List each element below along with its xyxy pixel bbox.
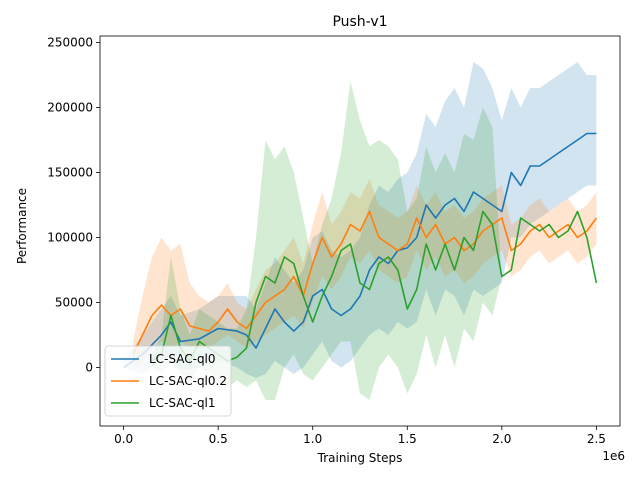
chart-title: Push-v1 xyxy=(332,14,387,30)
y-tick-label: 100000 xyxy=(47,231,93,245)
y-tick-label: 50000 xyxy=(55,296,93,310)
y-tick-label: 0 xyxy=(85,361,93,375)
legend-label-lc-sac-ql0: LC-SAC-ql0 xyxy=(149,352,216,366)
y-tick-label: 250000 xyxy=(47,36,93,50)
band-lc-sac-ql0-2 xyxy=(133,179,597,368)
x-axis-label: Training Steps xyxy=(317,451,403,465)
y-axis-label: Performance xyxy=(15,188,29,264)
band-lc-sac-ql1 xyxy=(152,81,597,400)
legend-label-lc-sac-ql1: LC-SAC-ql1 xyxy=(149,396,216,410)
y-tick-label: 150000 xyxy=(47,166,93,180)
x-tick-label: 1.5 xyxy=(398,432,417,446)
legend-box xyxy=(104,345,232,417)
legend: LC-SAC-ql0 LC-SAC-ql0.2 LC-SAC-ql1 xyxy=(104,345,232,417)
y-tick-label: 200000 xyxy=(47,101,93,115)
x-tick-label: 2.0 xyxy=(492,432,511,446)
confidence-bands xyxy=(123,62,597,400)
line-lc-sac-ql0-2 xyxy=(132,210,598,355)
x-tick-label: 0.5 xyxy=(209,432,228,446)
x-axis-multiplier: 1e6 xyxy=(602,449,625,463)
band-lc-sac-ql0 xyxy=(123,62,597,378)
x-tick-label: 1.0 xyxy=(303,432,322,446)
x-tick-label: 2.5 xyxy=(587,432,606,446)
x-tick-label: 0.0 xyxy=(114,432,133,446)
legend-label-lc-sac-ql0-2: LC-SAC-ql0.2 xyxy=(149,374,227,388)
plot-area-frame xyxy=(99,35,621,427)
y-axis-ticks: 0 50000 100000 150000 200000 250000 xyxy=(47,36,100,375)
x-axis-ticks: 0.0 0.5 1.0 1.5 2.0 2.5 xyxy=(114,426,606,446)
